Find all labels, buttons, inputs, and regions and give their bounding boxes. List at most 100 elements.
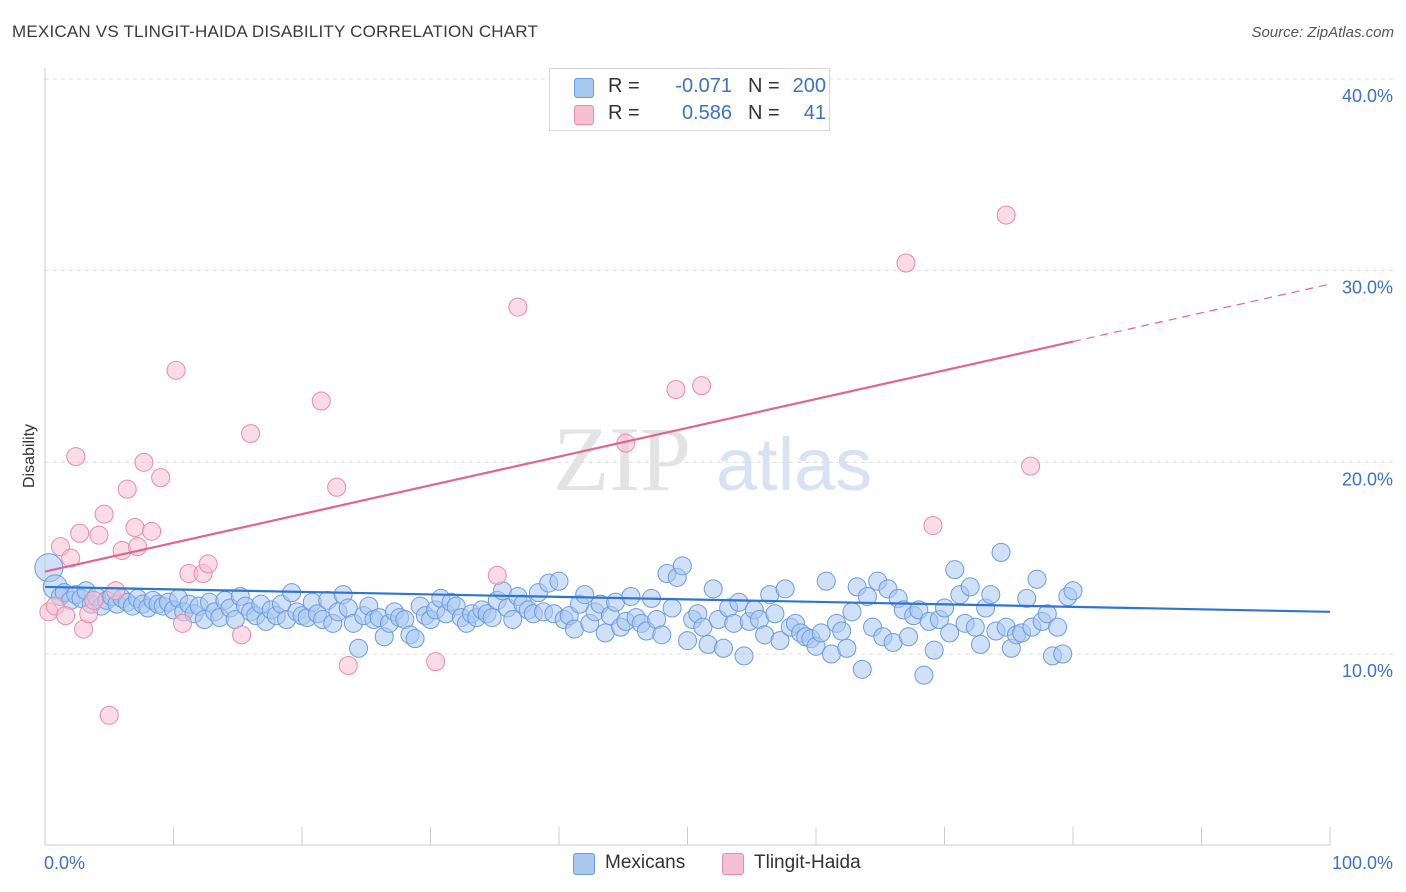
- data-point: [198, 554, 218, 574]
- data-point: [142, 521, 162, 541]
- watermark: ZIP atlas: [553, 408, 872, 510]
- data-point: [652, 625, 672, 645]
- data-point: [991, 542, 1011, 562]
- data-point: [734, 646, 754, 666]
- x-tick-label: 100.0%: [1332, 853, 1393, 873]
- data-point: [857, 587, 877, 606]
- legend-n-label: N =: [748, 102, 780, 124]
- y-tick-label: 10.0%: [1342, 661, 1393, 681]
- data-point: [965, 617, 985, 637]
- data-point: [349, 638, 369, 658]
- legend-r-label: R =: [608, 75, 640, 97]
- data-point: [405, 629, 425, 649]
- data-point: [970, 634, 990, 654]
- data-point: [923, 516, 943, 536]
- data-point: [666, 380, 686, 399]
- bottom-legend-swatch-tlingit-haida: [722, 853, 744, 875]
- legend-n-value: 41: [803, 102, 826, 124]
- data-point: [575, 585, 595, 605]
- y-tick-label: 30.0%: [1342, 278, 1393, 298]
- watermark-atlas: atlas: [716, 423, 872, 506]
- data-point: [338, 656, 358, 675]
- bottom-legend-label-mexicans: Mexicans: [605, 852, 686, 873]
- trend-line: [44, 585, 1331, 613]
- data-point: [94, 504, 114, 524]
- data-point: [775, 579, 795, 599]
- data-point: [703, 579, 723, 599]
- watermark-zip: ZIP: [553, 408, 691, 510]
- data-point: [816, 571, 836, 591]
- data-point: [426, 652, 446, 672]
- data-point: [832, 621, 852, 641]
- data-point: [713, 638, 733, 658]
- data-point: [1027, 569, 1047, 589]
- bottom-legend-label-tlingit-haida: Tlingit-Haida: [754, 852, 861, 873]
- data-point: [134, 452, 154, 472]
- data-point: [729, 592, 749, 612]
- data-point: [503, 610, 523, 629]
- trend-line: [44, 340, 1074, 573]
- legend-n-value: 200: [792, 75, 826, 97]
- data-point: [924, 640, 944, 660]
- data-point: [678, 631, 697, 651]
- data-point: [84, 590, 104, 610]
- data-point: [896, 253, 916, 273]
- bottom-legend-swatch-mexicans: [573, 853, 595, 875]
- data-point: [811, 623, 831, 643]
- source-label: Source: ZipAtlas.com: [1251, 24, 1394, 41]
- data-point: [117, 479, 137, 499]
- data-point: [914, 665, 934, 685]
- legend-r-label: R =: [608, 102, 640, 124]
- data-point: [1037, 604, 1057, 624]
- data-point: [770, 631, 790, 651]
- data-point: [66, 447, 86, 467]
- legend-r-value: -0.071: [675, 75, 732, 97]
- data-point: [1053, 644, 1073, 664]
- data-point: [166, 360, 186, 380]
- data-point: [662, 598, 682, 618]
- data-point: [487, 565, 507, 585]
- correlation-legend: R = -0.071 N = 200 R = 0.586 N = 41: [549, 68, 830, 131]
- data-point: [241, 424, 261, 444]
- y-tick-label: 40.0%: [1342, 86, 1393, 106]
- trend-line-extension: [1072, 283, 1331, 343]
- data-point: [899, 627, 919, 647]
- tick-labels: 10.0% 20.0% 30.0% 40.0% 0.0% 100.0%: [44, 86, 1393, 873]
- series-mexicans-points: [34, 542, 1083, 685]
- data-point: [151, 468, 171, 488]
- data-point: [311, 391, 331, 411]
- data-point: [232, 625, 252, 645]
- data-point: [172, 613, 192, 633]
- chart-title: MEXICAN VS TLINGIT-HAIDA DISABILITY CORR…: [12, 22, 539, 41]
- data-point: [837, 638, 857, 658]
- data-point: [482, 608, 502, 628]
- y-tick-label: 20.0%: [1342, 469, 1393, 489]
- data-point: [960, 577, 980, 597]
- data-point: [89, 525, 109, 545]
- data-point: [125, 518, 145, 537]
- x-tick-label: 0.0%: [44, 853, 85, 873]
- data-point: [1021, 456, 1041, 476]
- data-point: [935, 598, 954, 618]
- series-tlingit-haida-points: [39, 205, 1041, 725]
- data-point: [549, 571, 569, 591]
- legend-swatch-mexicans: [574, 78, 594, 98]
- legend-n-label: N =: [748, 75, 780, 97]
- data-point: [842, 602, 862, 622]
- data-point: [981, 585, 1001, 605]
- data-point: [996, 205, 1016, 225]
- data-point: [106, 581, 126, 601]
- data-point: [621, 587, 641, 606]
- data-point: [945, 560, 965, 580]
- data-point: [765, 604, 785, 624]
- data-point: [672, 556, 692, 576]
- grid-lines: [45, 78, 1395, 655]
- data-point: [940, 623, 960, 643]
- data-point: [327, 477, 347, 497]
- data-point: [508, 297, 528, 317]
- axes: [44, 68, 1331, 846]
- data-point: [1017, 588, 1037, 608]
- data-point: [61, 548, 81, 568]
- trend-lines: [44, 283, 1331, 613]
